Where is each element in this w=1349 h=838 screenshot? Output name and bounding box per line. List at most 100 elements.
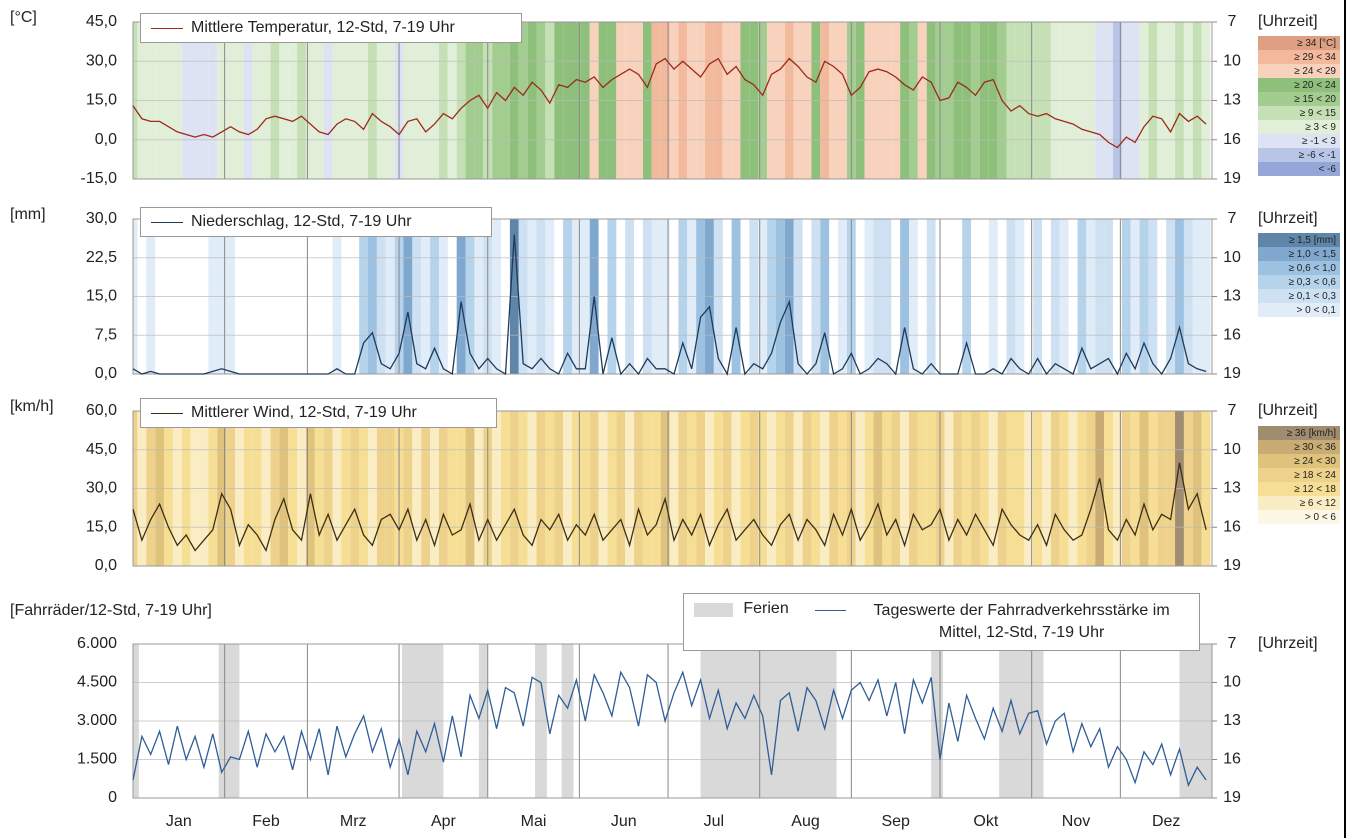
y-tick-label: -15,0 [81, 170, 118, 187]
scale-label: ≥ 20 < 24 [1294, 80, 1336, 91]
y-tick-label: 0,0 [95, 131, 117, 148]
y2-tick-label: 16 [1223, 326, 1241, 343]
scale-label: ≥ 36 [km/h] [1287, 428, 1337, 439]
scale-swatch [1258, 289, 1340, 303]
y2-tick-label: 19 [1223, 365, 1241, 382]
y-tick-label: 15,0 [86, 92, 117, 109]
legend: Niederschlag, 12-Std, 7-19 Uhr [140, 207, 492, 237]
y-tick-label: 3.000 [77, 712, 117, 729]
y2-tick-label: 7 [1228, 402, 1237, 419]
y-tick-label: 7,5 [95, 326, 117, 343]
scale-swatch [1258, 440, 1340, 454]
y-tick-label: 45,0 [86, 441, 117, 458]
scale-swatch [1258, 120, 1340, 134]
plot-frame [132, 218, 1213, 375]
y-tick-label: 60,0 [86, 402, 117, 419]
x-tick-label: Nov [1062, 813, 1090, 830]
scale-swatch [1258, 106, 1340, 120]
y-axis-label: [Fahrräder/12-Std, 7-19 Uhr] [10, 602, 212, 619]
y2-tick-label: 10 [1223, 674, 1241, 691]
legend-swatch [694, 603, 734, 617]
scale-swatch [1258, 275, 1340, 289]
y-tick-label: 15,0 [86, 288, 117, 305]
plot-frame [132, 21, 1213, 180]
y2-tick-label: 19 [1223, 557, 1241, 574]
x-tick-label: Jan [166, 813, 192, 830]
scale-swatch [1258, 426, 1340, 440]
x-tick-label: Mai [521, 813, 547, 830]
y2-tick-label: 10 [1223, 249, 1241, 266]
scale-swatch [1258, 482, 1340, 496]
y-tick-label: 6.000 [77, 635, 117, 652]
y-tick-label: 45,0 [86, 13, 117, 30]
scale-swatch [1258, 162, 1340, 176]
y2-tick-label: 7 [1228, 635, 1237, 652]
scale-label: ≥ 15 < 20 [1294, 94, 1336, 105]
y2-axis-label: [Uhrzeit] [1258, 13, 1318, 30]
y-tick-label: 0,0 [95, 557, 117, 574]
legend-line [151, 27, 183, 29]
y2-tick-label: 13 [1223, 712, 1241, 729]
legend-label: Tageswerte der Fahrradverkehrsstärke im … [873, 602, 1170, 641]
scale-label: ≥ 12 < 18 [1294, 484, 1336, 495]
legend-label: Ferien [743, 600, 789, 617]
y2-axis-label: [Uhrzeit] [1258, 402, 1318, 419]
y2-tick-label: 7 [1228, 210, 1237, 227]
y2-tick-label: 13 [1223, 480, 1241, 497]
data-line [132, 57, 1207, 149]
scale-swatch [1258, 148, 1340, 162]
x-tick-label: Apr [431, 813, 457, 830]
y-tick-label: 22,5 [86, 249, 117, 266]
scale-label: ≥ 34 [°C] [1297, 38, 1336, 49]
data-line [132, 234, 1207, 376]
legend-line [151, 221, 183, 223]
scale-label: ≥ 1,0 < 1,5 [1289, 249, 1337, 260]
y-tick-label: 4.500 [77, 674, 117, 691]
scale-label: ≥ 9 < 15 [1300, 108, 1337, 119]
scale-swatch [1258, 64, 1340, 78]
scale-label: ≥ 18 < 24 [1294, 470, 1336, 481]
y-tick-label: 0 [108, 789, 117, 806]
y2-tick-label: 7 [1228, 13, 1237, 30]
y-axis-label: [km/h] [10, 398, 54, 415]
scale-label: ≥ -1 < 3 [1302, 136, 1337, 147]
y2-tick-label: 19 [1223, 170, 1241, 187]
x-tick-label: Jun [611, 813, 637, 830]
scale-label: ≥ 0,3 < 0,6 [1289, 277, 1337, 288]
scale-label: ≥ 6 < 12 [1300, 498, 1337, 509]
data-line [132, 670, 1207, 788]
data-line [132, 462, 1207, 553]
legend-label: Niederschlag, 12-Std, 7-19 Uhr [191, 213, 412, 230]
scale-label: ≥ 24 < 29 [1294, 66, 1336, 77]
y2-tick-label: 10 [1223, 441, 1241, 458]
y2-axis-label: [Uhrzeit] [1258, 635, 1318, 652]
scale-label: ≥ 0,1 < 0,3 [1289, 291, 1337, 302]
legend: Mittlerer Wind, 12-Std, 7-19 Uhr [140, 398, 497, 428]
scale-swatch [1258, 50, 1340, 64]
legend-line [151, 412, 183, 414]
scale-label: ≥ 29 < 34 [1294, 52, 1336, 63]
x-tick-label: Okt [973, 813, 998, 830]
y2-tick-label: 19 [1223, 789, 1241, 806]
legend-label: Mittlerer Wind, 12-Std, 7-19 Uhr [191, 404, 417, 421]
scale-swatch [1258, 78, 1340, 92]
y-tick-label: 1.500 [77, 751, 117, 768]
scale-label: ≥ 0,6 < 1,0 [1289, 263, 1337, 274]
y-tick-label: 30,0 [86, 52, 117, 69]
scale-swatch [1258, 496, 1340, 510]
scale-swatch [1258, 510, 1340, 524]
y2-tick-label: 13 [1223, 288, 1241, 305]
scale-swatch [1258, 233, 1340, 247]
scale-swatch [1258, 92, 1340, 106]
scale-swatch [1258, 454, 1340, 468]
scale-label: ≥ -6 < -1 [1299, 150, 1337, 161]
scale-label: < -6 [1318, 164, 1336, 175]
scale-swatch [1258, 36, 1340, 50]
y-axis-label: [°C] [10, 9, 37, 26]
legend-label: Mittlere Temperatur, 12-Std, 7-19 Uhr [191, 19, 455, 36]
y-axis-label: [mm] [10, 206, 46, 223]
scale-swatch [1258, 303, 1340, 317]
plot-frame [132, 410, 1213, 567]
